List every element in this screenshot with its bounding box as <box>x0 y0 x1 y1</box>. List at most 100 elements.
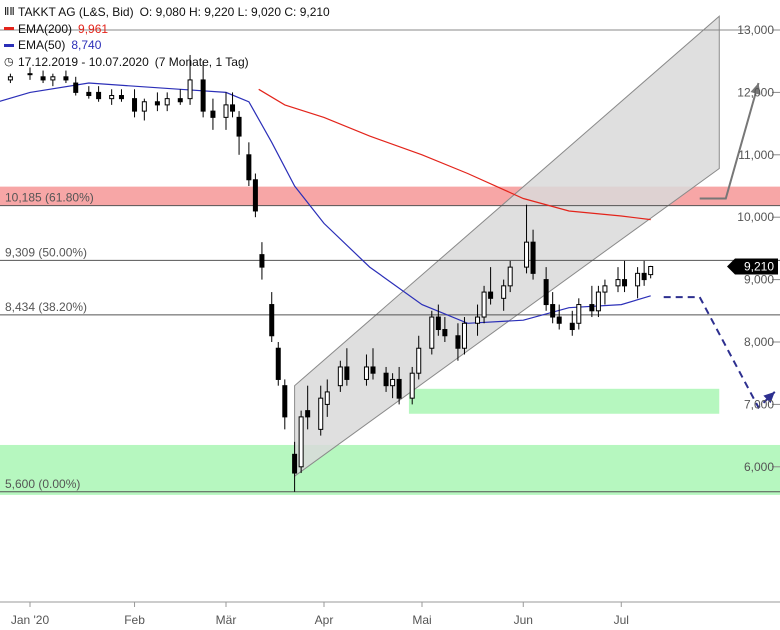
candle-body-57 <box>550 304 556 318</box>
candle-body-48 <box>461 322 467 349</box>
candle-body-61 <box>589 304 595 312</box>
moving-averages-layer <box>0 82 651 324</box>
y-tick-label-1: 12,000 <box>737 85 774 99</box>
candle-body-19 <box>200 79 206 112</box>
candle-body-55 <box>530 241 536 274</box>
y-tick-label-5: 8,000 <box>744 335 774 349</box>
candle-body-11 <box>109 95 115 100</box>
candle-body-25 <box>252 179 258 212</box>
fib-label-1: 9,309 (50.00%) <box>5 245 87 259</box>
candle-body-45 <box>435 316 441 331</box>
ema50-swatch <box>4 43 14 47</box>
candle-body-49 <box>475 316 481 324</box>
candle-body-14 <box>141 101 147 112</box>
candle-body-62 <box>595 291 601 312</box>
zones-layer <box>0 186 780 495</box>
candle-body-63 <box>602 285 608 293</box>
x-tick-label-3: Apr <box>315 613 334 627</box>
fibonacci-layer: 10,185 (61.80%) 9,309 (50.00%) 8,434 (38.2… <box>0 191 780 493</box>
legend-ema200-value: 9,961 <box>78 21 109 36</box>
y-tick-label-0: 13,000 <box>737 23 774 37</box>
candle-body-54 <box>524 241 530 268</box>
candle-body-39 <box>383 372 389 387</box>
candle-body-27 <box>269 304 275 337</box>
candle-body-50 <box>481 291 487 318</box>
trend-channel <box>294 15 720 478</box>
legend-ema50-label: EMA(50) <box>18 38 66 52</box>
support-zone-1 <box>408 388 720 414</box>
forecast-up-arrowhead <box>750 83 761 95</box>
candle-body-23 <box>236 116 242 137</box>
y-tick-label-4: 9,000 <box>744 273 774 287</box>
forecast-layer <box>663 82 776 410</box>
legend-range: 17.12.2019 - 10.07.2020 <box>18 54 149 69</box>
x-tick-label-5: Jun <box>514 613 533 627</box>
candle-body-7 <box>63 76 69 81</box>
forecast-down-path <box>663 296 776 410</box>
y-tick-label-2: 11,000 <box>738 148 774 162</box>
candle-body-26 <box>259 254 265 268</box>
candle-body-3 <box>7 76 13 81</box>
candle-body-21 <box>223 104 229 118</box>
candle-body-10 <box>96 91 102 100</box>
candle-body-64 <box>615 279 621 287</box>
candle-body-53 <box>507 266 513 287</box>
candle-body-17 <box>177 98 183 103</box>
x-tick-label-0: Jan '20 <box>11 613 50 627</box>
candle-body-43 <box>416 347 422 374</box>
x-tick-label-2: Mär <box>216 613 237 627</box>
candle-body-36 <box>344 366 350 380</box>
candle-body-13 <box>132 98 138 112</box>
candle-body-44 <box>429 316 435 349</box>
x-tick-label-4: Mai <box>412 613 431 627</box>
candle-body-38 <box>370 366 376 374</box>
candle-body-59 <box>569 322 575 331</box>
candle-body-66 <box>635 272 641 287</box>
candle-body-28 <box>275 347 281 380</box>
y-tick-label-3: 10,000 <box>737 210 774 224</box>
fib-label-0: 10,185 (61.80%) <box>5 191 94 205</box>
candle-body-18 <box>187 79 193 100</box>
candles-layer <box>7 54 654 492</box>
candle-body-32 <box>305 410 311 418</box>
candle-body-9 <box>86 91 92 97</box>
y-tick-label-6: 7,000 <box>744 397 774 411</box>
ema200-swatch <box>4 27 14 31</box>
candle-body-24 <box>246 154 252 181</box>
last-price-badge <box>727 258 778 275</box>
x-tick-label-6: Jul <box>614 613 629 627</box>
chart-legend: ⅡⅡ TAKKT AG (L&S, Bid) O: 9,080 H: 9,220… <box>4 4 330 70</box>
candlestick-icon: ⅡⅡ <box>4 6 15 18</box>
fib-label-2: 8,434 (38.20%) <box>5 300 87 314</box>
x-tick-label-1: Feb <box>124 613 145 627</box>
ema200-line <box>258 88 651 221</box>
candle-body-46 <box>442 329 448 337</box>
candle-body-34 <box>324 391 330 405</box>
legend-ema50-row: EMA(50) 8,740 <box>4 37 330 54</box>
candle-body-5 <box>40 76 46 81</box>
y-tick-label-7: 6,000 <box>744 460 774 474</box>
candle-body-22 <box>230 104 236 112</box>
legend-ema200-label: EMA(200) <box>18 21 73 36</box>
candle-body-60 <box>576 304 582 324</box>
clock-icon: ◷ <box>4 55 14 68</box>
candle-body-8 <box>73 82 79 93</box>
legend-interval: (7 Monate, 1 Tag) <box>154 54 249 69</box>
forecast-down-arrowhead <box>763 391 775 404</box>
candle-body-37 <box>363 366 369 380</box>
candle-body-67 <box>641 272 647 281</box>
legend-range-row: ◷ 17.12.2019 - 10.07.2020 (7 Monate, 1 T… <box>4 54 330 71</box>
candle-body-33 <box>318 397 324 430</box>
candle-body-16 <box>164 98 170 106</box>
candle-body-40 <box>390 378 396 387</box>
ema50-line <box>0 82 651 324</box>
legend-ema200-row: EMA(200) 9,961 <box>4 21 330 38</box>
candle-body-42 <box>409 372 415 399</box>
candle-body-20 <box>210 110 216 118</box>
candle-body-30 <box>292 453 298 474</box>
legend-title-row: ⅡⅡ TAKKT AG (L&S, Bid) O: 9,080 H: 9,220… <box>4 4 330 21</box>
candle-body-58 <box>556 316 562 324</box>
forecast-up-path <box>699 82 760 200</box>
legend-ema50-value: 8,740 <box>71 38 102 52</box>
